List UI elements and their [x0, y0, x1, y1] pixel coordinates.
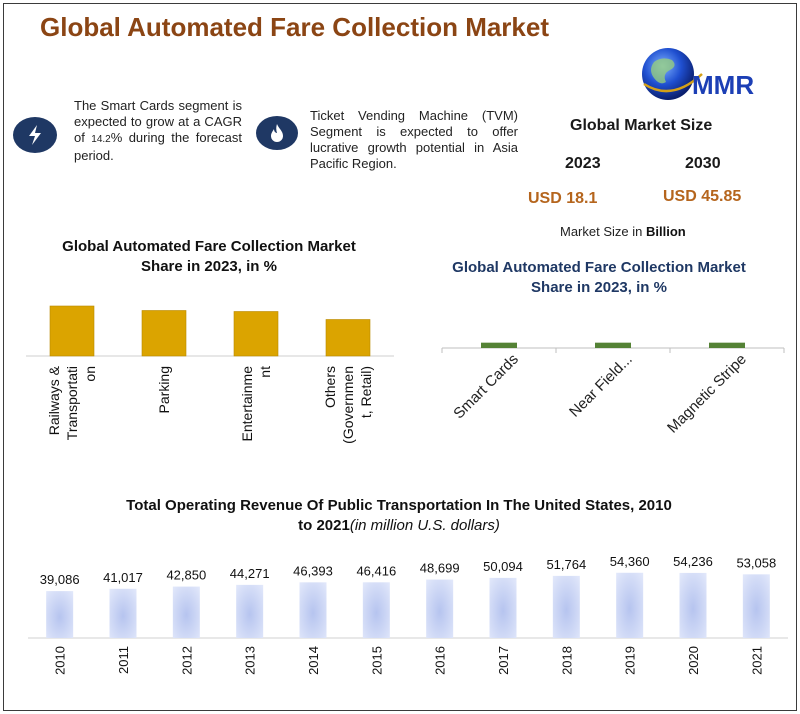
revenue-value-label: 46,393 [293, 563, 333, 578]
revenue-value-label: 54,360 [610, 554, 650, 569]
revenue-chart-title-line2: to 2021(in million U.S. dollars) [74, 516, 724, 536]
market-unit-bold: Billion [645, 224, 686, 239]
revenue-value-label: 46,416 [356, 563, 396, 578]
technology-bar [481, 342, 517, 348]
smart-cards-note: The Smart Cards segment is expected to g… [74, 98, 242, 164]
revenue-bar [299, 582, 327, 638]
application-category-label: Transportati [64, 366, 80, 440]
revenue-bar [426, 579, 454, 638]
revenue-value-label: 44,271 [230, 566, 270, 581]
revenue-chart-title-unit: (in million U.S. dollars) [349, 517, 500, 534]
smart-cards-note-pre: The Smart Cards segment is expected to g… [74, 98, 242, 145]
revenue-year-label: 2015 [369, 646, 384, 675]
application-bar [233, 311, 279, 357]
application-category-label: Railways & [46, 365, 62, 435]
revenue-value-label: 41,017 [103, 570, 143, 585]
revenue-bar [552, 575, 580, 638]
application-category-label: on [82, 366, 98, 382]
infographic-frame: Global Automated Fare Collection Market … [3, 3, 797, 711]
tvm-note: Ticket Vending Machine (TVM) Segment is … [310, 108, 518, 171]
revenue-year-label: 2010 [53, 646, 68, 675]
technology-bar [595, 342, 631, 348]
application-category-label: t, Retail) [358, 366, 374, 418]
application-category-label: Others [322, 366, 338, 408]
revenue-value-label: 42,850 [166, 568, 206, 583]
market-value-2030: USD 45.85 [663, 188, 742, 205]
revenue-bar [679, 572, 707, 638]
revenue-year-label: 2019 [623, 646, 638, 675]
revenue-bar [236, 584, 264, 638]
mmr-logo: MMR [642, 48, 754, 100]
revenue-year-label: 2021 [749, 646, 764, 675]
revenue-bar [172, 586, 200, 638]
market-size-unit: Market Size in Billion [560, 224, 686, 239]
market-year-2023: 2023 [565, 155, 601, 172]
revenue-value-label: 51,764 [546, 557, 586, 572]
flame-icon [256, 116, 298, 150]
market-value-2023: USD 18.1 [528, 190, 598, 207]
page-title: Global Automated Fare Collection Market [40, 12, 550, 42]
technology-category-label: Magnetic Stripe [664, 351, 750, 437]
revenue-bar [616, 572, 644, 638]
revenue-chart-title-years: to 2021 [298, 517, 350, 534]
revenue-value-label: 48,699 [420, 561, 460, 576]
revenue-bar [742, 574, 770, 638]
technology-share-chart: Smart Cards Near Field... Magnetic Stripe [441, 342, 785, 437]
revenue-bar [362, 582, 390, 638]
market-size-title: Global Market Size [570, 117, 713, 134]
application-bar [49, 305, 95, 357]
application-category-label: (Governmen [340, 366, 356, 444]
application-bar [325, 319, 371, 357]
technology-chart-title-line2: Share in 2023, in % [531, 279, 667, 296]
cagr-value: 14.2 [91, 134, 111, 145]
revenue-value-label: 39,086 [40, 572, 80, 587]
revenue-year-label: 2017 [496, 646, 511, 675]
application-chart-title-line1: Global Automated Fare Collection Market [62, 238, 356, 255]
smart-cards-note-post: % during the forecast period. [74, 130, 242, 163]
revenue-year-label: 2011 [116, 646, 131, 674]
technology-chart-title: Global Automated Fare Collection Market … [424, 258, 774, 298]
revenue-value-label: 50,094 [483, 559, 523, 574]
technology-bar [709, 342, 745, 348]
revenue-value-label: 54,236 [673, 554, 713, 569]
revenue-year-label: 2014 [306, 646, 321, 675]
revenue-chart-title-line1: Total Operating Revenue Of Public Transp… [126, 497, 672, 514]
revenue-year-label: 2013 [243, 646, 258, 675]
technology-chart-title-line1: Global Automated Fare Collection Market [452, 259, 746, 276]
revenue-year-label: 2016 [433, 646, 448, 675]
technology-category-label: Smart Cards [450, 351, 522, 423]
logo-text: MMR [692, 70, 754, 100]
revenue-year-label: 2018 [559, 646, 574, 675]
application-category-label: Entertainme [239, 366, 255, 442]
revenue-chart: 39,086 2010 41,017 2011 42,850 2012 44,271 2013… [28, 554, 788, 675]
technology-category-label: Near Field... [566, 351, 636, 421]
revenue-bar [109, 588, 137, 638]
revenue-value-label: 53,058 [736, 555, 776, 570]
application-category-label: Parking [156, 366, 172, 413]
application-bar [141, 310, 187, 357]
market-year-2030: 2030 [685, 155, 721, 172]
revenue-year-label: 2020 [686, 646, 701, 675]
revenue-bar [46, 591, 74, 638]
lightning-icon [13, 117, 57, 153]
application-category-label: nt [257, 366, 273, 378]
application-chart-title: Global Automated Fare Collection Market … [44, 237, 374, 277]
application-chart-title-line2: Share in 2023, in % [141, 258, 277, 275]
revenue-chart-title: Total Operating Revenue Of Public Transp… [74, 496, 724, 536]
revenue-bar [489, 577, 517, 638]
application-share-chart: Railways & Transportati on Parking Entertain… [26, 305, 394, 444]
market-unit-prefix: Market Size in [560, 224, 646, 239]
revenue-year-label: 2012 [179, 646, 194, 675]
